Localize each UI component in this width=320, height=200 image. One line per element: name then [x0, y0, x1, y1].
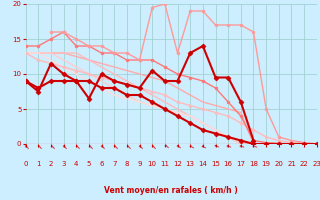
Text: →: → — [150, 142, 158, 149]
Text: →: → — [87, 142, 94, 149]
Text: →: → — [226, 142, 232, 148]
X-axis label: Vent moyen/en rafales ( km/h ): Vent moyen/en rafales ( km/h ) — [104, 186, 238, 195]
Text: →: → — [24, 142, 31, 149]
Text: →: → — [188, 142, 195, 149]
Text: →: → — [251, 142, 258, 148]
Text: →: → — [74, 142, 82, 149]
Text: →: → — [138, 142, 145, 149]
Text: →: → — [213, 142, 220, 149]
Text: →: → — [238, 142, 245, 148]
Text: →: → — [36, 142, 44, 149]
Text: →: → — [62, 142, 69, 149]
Text: →: → — [125, 142, 132, 149]
Text: →: → — [49, 142, 56, 149]
Text: →: → — [112, 142, 120, 149]
Text: →: → — [163, 142, 170, 149]
Text: →: → — [100, 142, 107, 149]
Text: →: → — [175, 142, 182, 149]
Text: →: → — [201, 142, 208, 149]
